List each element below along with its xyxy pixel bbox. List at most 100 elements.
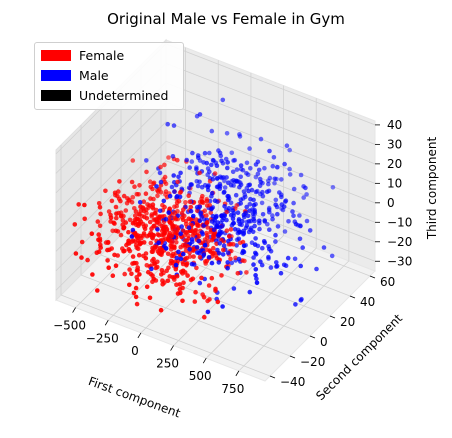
x-tick-mark xyxy=(202,358,207,364)
point-male xyxy=(230,216,236,222)
point-male xyxy=(205,309,211,315)
point-female xyxy=(169,233,175,239)
point-female xyxy=(202,314,207,320)
point-female xyxy=(113,204,119,210)
point-female xyxy=(158,164,163,170)
point-female xyxy=(133,209,139,214)
point-male xyxy=(291,186,297,192)
point-male xyxy=(220,97,226,103)
x-tick-label: −250 xyxy=(86,331,119,345)
point-female xyxy=(169,244,175,250)
point-male xyxy=(304,218,310,224)
point-male xyxy=(144,158,149,163)
point-female xyxy=(144,284,150,290)
point-male xyxy=(231,220,236,226)
point-female xyxy=(169,241,174,246)
point-male xyxy=(274,260,279,265)
point-female xyxy=(159,250,165,255)
y-tick-mark xyxy=(369,275,376,279)
point-male xyxy=(264,189,270,195)
chart-title: Original Male vs Female in Gym xyxy=(107,10,345,28)
point-male xyxy=(181,251,186,257)
point-female xyxy=(129,179,135,185)
grid-line-z xyxy=(165,43,376,126)
point-female xyxy=(204,203,210,208)
point-male xyxy=(163,217,169,222)
point-female xyxy=(89,231,95,236)
point-male xyxy=(173,262,179,268)
point-male xyxy=(210,176,216,182)
point-female xyxy=(182,242,188,248)
point-male xyxy=(238,163,244,168)
point-male xyxy=(236,217,242,222)
point-female xyxy=(207,297,212,302)
point-male xyxy=(252,242,258,247)
point-male xyxy=(257,218,262,224)
point-male xyxy=(214,163,220,168)
point-female xyxy=(138,208,144,214)
point-female xyxy=(109,198,115,204)
point-female xyxy=(160,278,165,284)
point-female xyxy=(97,205,103,210)
point-male xyxy=(228,212,234,218)
z-tick-label: 30 xyxy=(387,137,402,151)
point-male xyxy=(303,185,308,191)
point-male xyxy=(174,194,179,200)
point-female xyxy=(209,275,215,281)
point-male xyxy=(287,172,293,177)
point-male xyxy=(246,219,252,224)
point-female xyxy=(172,210,178,215)
point-male xyxy=(253,236,258,241)
point-female xyxy=(151,276,156,282)
point-male xyxy=(275,224,281,229)
point-male xyxy=(235,210,241,215)
x-axis-label: First component xyxy=(86,374,182,420)
point-female xyxy=(196,233,202,239)
legend-swatch-undetermined xyxy=(41,89,71,101)
point-male xyxy=(202,150,208,156)
point-male xyxy=(166,210,171,215)
point-male xyxy=(207,150,212,156)
point-male xyxy=(209,206,214,212)
point-male xyxy=(187,165,192,170)
point-female xyxy=(211,234,216,239)
point-male xyxy=(330,185,336,190)
z-tick-label: 0 xyxy=(387,196,395,210)
point-female xyxy=(175,157,180,163)
point-male xyxy=(229,150,235,156)
point-female xyxy=(162,179,167,185)
point-male xyxy=(254,280,260,286)
point-female xyxy=(127,267,132,272)
point-male xyxy=(188,182,194,187)
point-male xyxy=(130,227,136,233)
point-male xyxy=(274,263,280,269)
point-female xyxy=(194,208,200,214)
point-male xyxy=(287,166,292,172)
point-male xyxy=(176,249,181,255)
y-tick-mark xyxy=(269,375,276,379)
point-female xyxy=(90,272,95,277)
point-male xyxy=(155,227,160,232)
point-female xyxy=(176,198,182,204)
point-female xyxy=(213,286,218,292)
point-male xyxy=(165,121,170,127)
point-male xyxy=(225,197,231,203)
legend: Female Male Undetermined xyxy=(34,42,184,110)
point-male xyxy=(247,289,253,295)
point-female xyxy=(144,216,150,221)
point-male xyxy=(267,175,273,181)
point-male xyxy=(259,262,265,268)
point-female xyxy=(85,257,90,263)
point-male xyxy=(253,189,259,195)
point-female xyxy=(174,282,179,288)
point-female xyxy=(166,237,171,243)
point-male xyxy=(156,240,161,245)
legend-item-female: Female xyxy=(41,47,124,63)
point-male xyxy=(298,223,303,229)
point-male xyxy=(248,166,253,171)
point-female xyxy=(147,219,153,225)
point-male xyxy=(217,150,223,156)
point-male xyxy=(201,223,206,228)
point-male xyxy=(149,266,154,272)
point-male xyxy=(176,174,181,180)
